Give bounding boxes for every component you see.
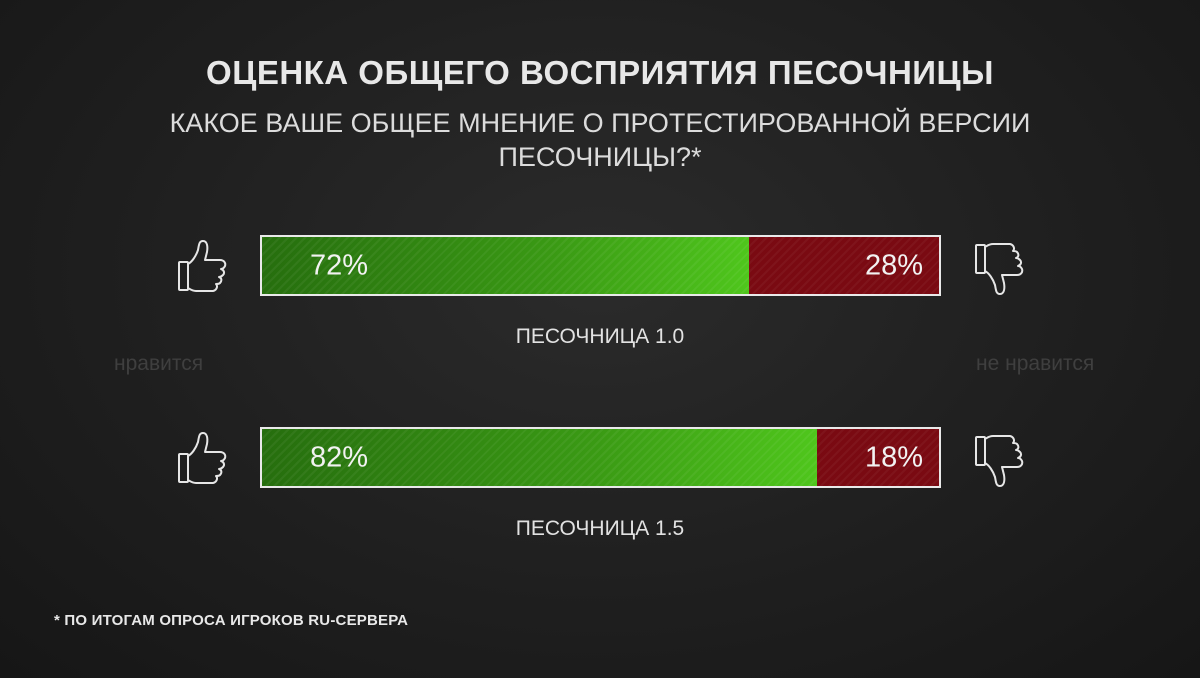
thumbs-up-icon xyxy=(176,236,228,296)
bar-segment-dislike: 18% xyxy=(817,429,939,486)
data-label-dislike: 28% xyxy=(864,249,923,281)
chart-subtitle: КАКОЕ ВАШЕ ОБЩЕЕ МНЕНИЕ О ПРОТЕСТИРОВАНН… xyxy=(169,108,1031,172)
thumbs-down-icon xyxy=(973,239,1025,299)
thumbs-up-icon xyxy=(176,428,228,488)
footnote: * ПО ИТОГАМ ОПРОСА ИГРОКОВ RU-СЕРВЕРА xyxy=(54,612,409,629)
bar-segment-dislike: 28% xyxy=(749,237,939,294)
category-label: ПЕСОЧНИЦА 1.5 xyxy=(515,517,685,540)
chart-title: ОЦЕНКА ОБЩЕГО ВОСПРИЯТИЯ ПЕСОЧНИЦЫ xyxy=(206,54,994,91)
stacked-bar: 82% 18% xyxy=(260,427,941,488)
bar-segment-like: 82% xyxy=(262,429,818,486)
bar-segment-like: 72% xyxy=(262,237,750,294)
data-label-like: 82% xyxy=(310,441,369,473)
data-label-dislike: 18% xyxy=(864,441,923,473)
data-label-like: 72% xyxy=(310,249,369,281)
legend-dislike-label: не нравится xyxy=(976,352,1095,375)
category-label: ПЕСОЧНИЦА 1.0 xyxy=(515,325,685,348)
stacked-bar: 72% 28% xyxy=(260,235,941,296)
legend-like-label: нравится xyxy=(114,352,204,375)
thumbs-down-icon xyxy=(973,431,1025,491)
